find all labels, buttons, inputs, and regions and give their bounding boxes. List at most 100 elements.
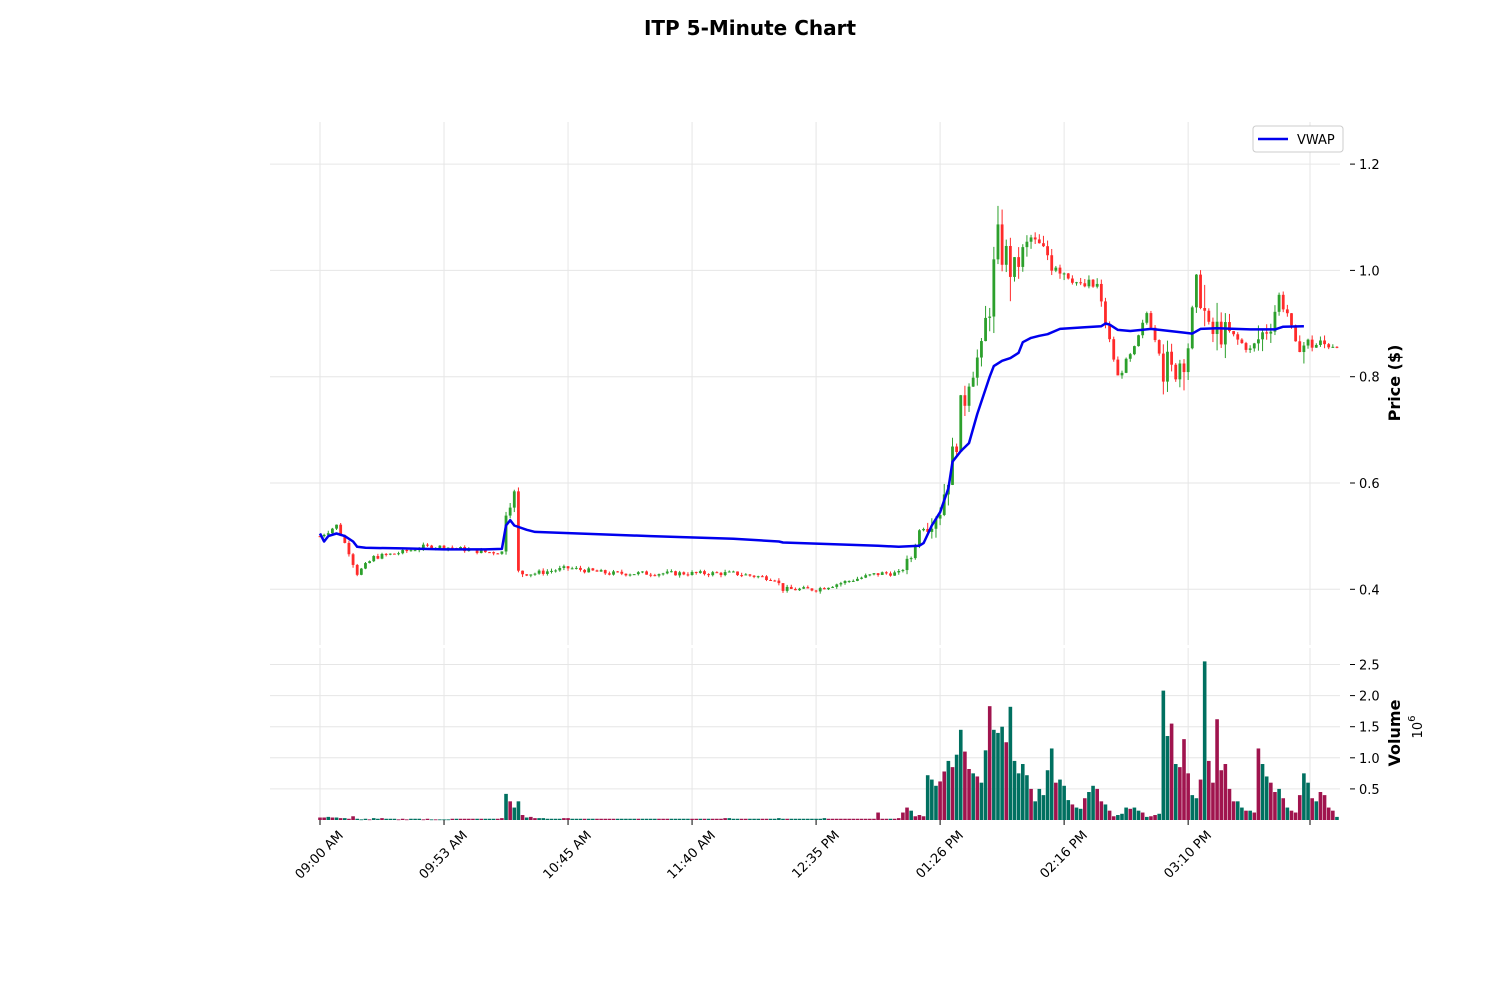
volume-bar bbox=[1223, 764, 1228, 820]
volume-bar bbox=[876, 812, 880, 820]
candle-body bbox=[517, 491, 520, 571]
candle-body bbox=[1203, 308, 1207, 311]
candle-body bbox=[897, 571, 901, 573]
volume-bar bbox=[417, 818, 422, 820]
candle-body bbox=[876, 573, 880, 575]
candle-body bbox=[347, 542, 351, 555]
candle-body bbox=[591, 568, 595, 571]
candle-body bbox=[1145, 313, 1149, 323]
candle-body bbox=[1298, 341, 1302, 353]
candle-body bbox=[864, 575, 868, 578]
x-tick-label: 01:26 PM bbox=[913, 828, 966, 881]
candle-body bbox=[1033, 237, 1037, 240]
volume-bar bbox=[644, 818, 649, 820]
volume-bar bbox=[384, 818, 388, 820]
volume-bar bbox=[909, 810, 913, 820]
volume-bar bbox=[1219, 770, 1224, 820]
volume-bar bbox=[557, 818, 562, 820]
candle-body bbox=[521, 570, 524, 575]
volume-bar bbox=[409, 818, 413, 820]
volume-bar bbox=[495, 818, 500, 820]
volume-bar bbox=[446, 819, 450, 821]
candle-body bbox=[479, 549, 483, 554]
candle-body bbox=[822, 588, 826, 590]
volume-bar bbox=[1157, 813, 1162, 820]
candle-body bbox=[384, 553, 388, 555]
candle-body bbox=[674, 571, 677, 576]
candle-body bbox=[550, 570, 553, 572]
candle-body bbox=[1157, 340, 1161, 354]
candle-body bbox=[1277, 294, 1281, 312]
volume-bar bbox=[938, 781, 942, 820]
volume-bar bbox=[1082, 798, 1087, 820]
price-tick-label: 1.0 bbox=[1359, 264, 1380, 279]
volume-bar bbox=[343, 818, 347, 820]
candle-body bbox=[880, 572, 884, 575]
volume-bar bbox=[450, 818, 455, 820]
volume-bar bbox=[371, 818, 376, 820]
volume-bar bbox=[504, 793, 508, 820]
volume-bar bbox=[735, 818, 740, 820]
candle-body bbox=[372, 556, 376, 562]
volume-bar bbox=[661, 818, 665, 820]
volume-bar bbox=[1182, 739, 1186, 820]
volume-bar bbox=[1248, 810, 1252, 820]
volume-bar bbox=[814, 818, 818, 820]
volume-bar bbox=[1260, 764, 1265, 820]
candle-body bbox=[1046, 246, 1049, 256]
candle-body bbox=[1228, 322, 1231, 332]
volume-bar bbox=[1149, 816, 1153, 820]
candle-body bbox=[1323, 340, 1326, 345]
volume-bar bbox=[954, 754, 959, 820]
volume-bar bbox=[483, 818, 488, 820]
candle-body bbox=[1186, 348, 1190, 373]
volume-bar bbox=[830, 818, 835, 820]
candle-body bbox=[488, 552, 491, 554]
volume-bar bbox=[1165, 736, 1170, 820]
volume-bar bbox=[801, 818, 806, 820]
candle-body bbox=[483, 549, 487, 553]
candle-body bbox=[1166, 351, 1169, 382]
volume-bar bbox=[607, 818, 612, 820]
candle-body bbox=[1054, 267, 1058, 271]
volume-axis-label: Volume bbox=[1385, 699, 1404, 766]
volume-bar bbox=[872, 818, 876, 820]
candle-body bbox=[1223, 322, 1227, 345]
candle-body bbox=[909, 558, 913, 560]
candle-body bbox=[785, 586, 789, 591]
volume-bar bbox=[810, 818, 814, 820]
volume-bar bbox=[334, 817, 339, 820]
candle-body bbox=[893, 572, 897, 576]
candle-body bbox=[661, 573, 665, 575]
volume-bar bbox=[868, 818, 872, 820]
candle-body bbox=[537, 570, 541, 574]
volume-bar bbox=[471, 818, 475, 820]
candle-body bbox=[922, 528, 925, 531]
candle-body bbox=[607, 573, 611, 575]
volume-bars bbox=[318, 661, 1339, 821]
volume-bar bbox=[673, 818, 678, 820]
candle-body bbox=[798, 588, 801, 591]
candle-body bbox=[603, 570, 607, 574]
volume-bar bbox=[562, 818, 566, 820]
volume-bar bbox=[739, 818, 744, 820]
candle-body bbox=[975, 357, 979, 378]
volume-bar bbox=[1202, 661, 1207, 820]
volume-tick-label: 2.0 bbox=[1359, 690, 1380, 705]
candle-body bbox=[1199, 274, 1202, 309]
volume-bar bbox=[586, 818, 591, 820]
volume-bar bbox=[1132, 807, 1137, 820]
volume-bar bbox=[1136, 810, 1141, 820]
volume-bar bbox=[975, 776, 980, 820]
candle-body bbox=[620, 571, 624, 574]
candle-body bbox=[508, 507, 512, 516]
volume-bar bbox=[818, 818, 823, 820]
candle-body bbox=[450, 547, 454, 549]
candle-body bbox=[694, 571, 698, 573]
candle-body bbox=[1087, 279, 1091, 287]
volume-bar bbox=[578, 818, 583, 820]
candle-body bbox=[475, 548, 479, 554]
volume-bar bbox=[1161, 690, 1166, 820]
volume-bar bbox=[1037, 788, 1042, 820]
candle-body bbox=[669, 571, 673, 573]
